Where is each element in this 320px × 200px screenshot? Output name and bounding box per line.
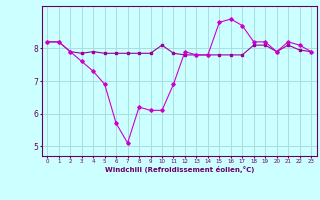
- X-axis label: Windchill (Refroidissement éolien,°C): Windchill (Refroidissement éolien,°C): [105, 166, 254, 173]
